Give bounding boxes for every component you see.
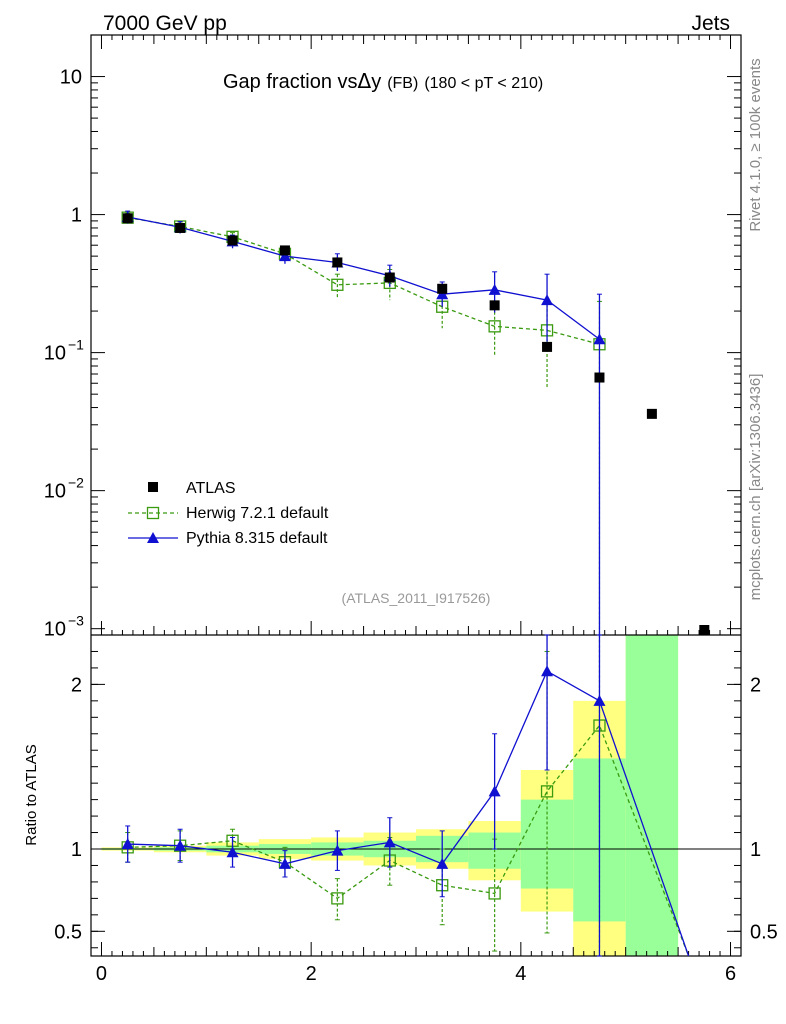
x-tick-label-1: 2 xyxy=(306,963,317,985)
x-tick-label-0: 0 xyxy=(96,963,107,985)
ratio-pythia-point-8 xyxy=(541,665,554,677)
herwig-point-4 xyxy=(331,278,344,291)
main-marks xyxy=(121,210,710,635)
ratio-y-tick-label-0: 0.5 xyxy=(54,921,82,943)
mcplots-label: mcplots.cern.ch [arXiv:1306.3436] xyxy=(747,374,764,601)
atlas-point-9 xyxy=(594,372,605,383)
title-fb: (FB) xyxy=(387,75,418,92)
legend-herwig-marker xyxy=(146,506,160,520)
title-delta: Δ xyxy=(358,69,372,93)
atlas-point-7 xyxy=(489,300,500,311)
rivet-label: Rivet 4.1.0, ≥ 100k events xyxy=(747,58,764,231)
ratio-pythia-point-0 xyxy=(121,838,134,850)
header-right: Jets xyxy=(691,12,730,35)
y-tick-label-4: 10 xyxy=(44,619,66,641)
chart-title: Gap fraction vsΔy (FB) (180 < pT < 210) xyxy=(223,69,543,93)
y-tick-label-3: 10 xyxy=(44,481,66,503)
x-tick-label-3: 6 xyxy=(725,963,736,985)
atlas-point-1 xyxy=(175,222,186,233)
atlas-point-2 xyxy=(227,235,238,246)
pythia-point-7 xyxy=(488,283,501,295)
ratio-y-tick-label-1: 1 xyxy=(71,839,82,861)
legend-pythia-label: Pythia 8.315 default xyxy=(186,530,328,547)
title-range: (180 < pT < 210) xyxy=(424,75,543,92)
analysis-id: (ATLAS_2011_I917526) xyxy=(342,590,491,606)
atlas-point-3 xyxy=(279,245,290,256)
ratio-herwig-point-7 xyxy=(488,887,501,900)
ratio-pythia-point-6 xyxy=(436,857,449,869)
ratio-pythia-point-7 xyxy=(488,785,501,797)
atlas-point-0 xyxy=(122,213,133,224)
title-y: y xyxy=(371,71,381,93)
atlas-point-11 xyxy=(699,625,710,635)
ratio-y-tick-label-right-0: 0.5 xyxy=(750,921,778,943)
y-tick-label-0: 10 xyxy=(60,67,82,89)
atlas-point-4 xyxy=(332,257,343,268)
y-tick-exp-2: −1 xyxy=(68,337,84,353)
header-left: 7000 GeV pp xyxy=(103,12,227,35)
ratio-herwig-point-8 xyxy=(540,785,554,798)
ratio-pythia-point-1 xyxy=(174,839,187,851)
ratio-band-green-10 xyxy=(625,635,679,956)
y-tick-label-1: 1 xyxy=(71,205,82,227)
pythia-point-9 xyxy=(593,333,606,345)
atlas-point-10 xyxy=(646,408,657,419)
legend-herwig-label: Herwig 7.2.1 default xyxy=(186,505,329,522)
y-tick-exp-3: −2 xyxy=(68,475,84,491)
atlas-point-5 xyxy=(384,272,395,283)
ratio-bands xyxy=(101,635,679,956)
title-main: Gap fraction vs xyxy=(223,71,358,93)
ratio-pythia-point-5 xyxy=(383,836,396,848)
ratio-y-tick-label-right-1: 1 xyxy=(750,839,761,861)
legend-pythia-marker xyxy=(147,532,159,543)
ratio-herwig-point-4 xyxy=(331,892,344,905)
ratio-marks xyxy=(121,634,690,957)
herwig-line xyxy=(127,217,600,345)
y-tick-label-2: 10 xyxy=(44,343,66,365)
ratio-y-tick-label-right-2: 2 xyxy=(750,674,761,696)
ratio-y-tick-label-2: 2 xyxy=(71,674,82,696)
ratio-pythia-point-3 xyxy=(278,857,291,869)
herwig-point-7 xyxy=(488,320,501,333)
pythia-point-8 xyxy=(541,294,554,306)
pythia-line xyxy=(127,216,600,340)
x-tick-label-2: 4 xyxy=(515,963,526,985)
legend: ATLAS Herwig 7.2.1 default Pythia 8.315 … xyxy=(128,480,329,547)
ratio-pythia-point-9 xyxy=(593,694,606,706)
atlas-point-8 xyxy=(542,341,553,352)
y-tick-exp-4: −3 xyxy=(68,613,84,629)
ratio-pythia-point-4 xyxy=(331,844,344,856)
legend-atlas-marker xyxy=(148,482,158,492)
pythia-point-3 xyxy=(278,250,291,262)
atlas-point-6 xyxy=(437,283,448,294)
ratio-ylabel: Ratio to ATLAS xyxy=(23,744,40,845)
ratio-pythia-point-2 xyxy=(226,846,239,858)
legend-atlas-label: ATLAS xyxy=(186,480,236,497)
